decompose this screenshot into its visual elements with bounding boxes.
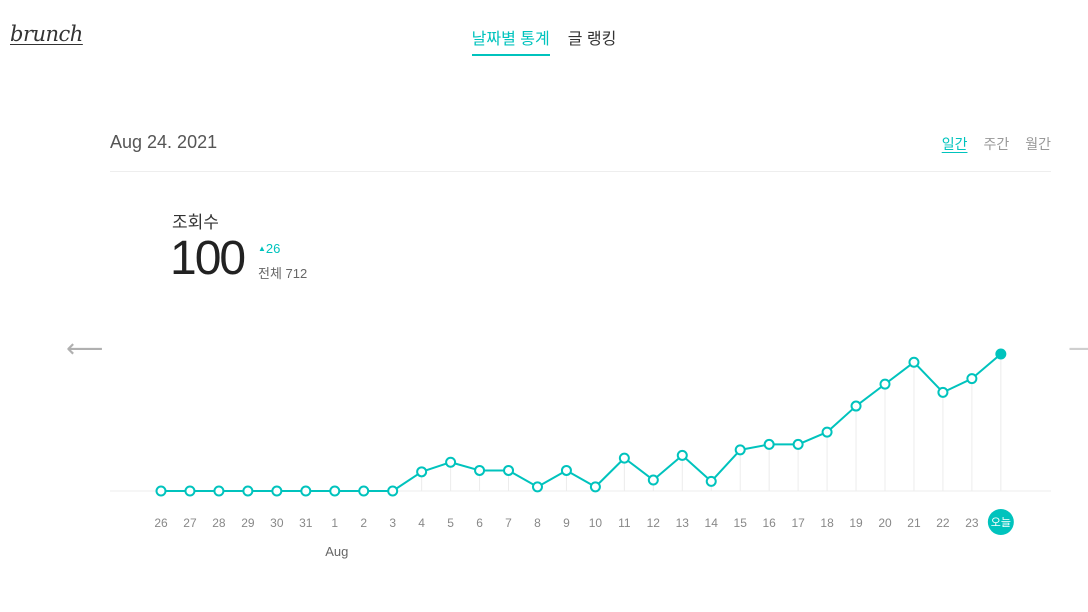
x-tick-label: 22 bbox=[936, 516, 950, 530]
chart-point[interactable] bbox=[387, 485, 399, 497]
x-tick-label: 18 bbox=[820, 516, 834, 530]
chart-point[interactable] bbox=[647, 474, 659, 486]
x-tick-label: 26 bbox=[154, 516, 168, 530]
chart-point[interactable] bbox=[155, 485, 167, 497]
arrow-left-icon[interactable]: ⟵ bbox=[66, 333, 104, 363]
date-header: Aug 24. 2021 일간 주간 월간 bbox=[110, 132, 1051, 172]
chart-point[interactable] bbox=[792, 438, 804, 450]
x-tick-label: 27 bbox=[183, 516, 197, 530]
chart-point[interactable] bbox=[329, 485, 341, 497]
chart-point[interactable] bbox=[705, 475, 717, 487]
triangle-up-icon: ▲ bbox=[258, 244, 266, 253]
x-tick-label: 17 bbox=[791, 516, 805, 530]
metric-change: ▲26 bbox=[258, 241, 280, 256]
arrow-right-icon[interactable]: ⟶ bbox=[1068, 333, 1088, 363]
x-tick-label: 10 bbox=[589, 516, 603, 530]
x-tick-label: 9 bbox=[563, 516, 570, 530]
chart-point[interactable] bbox=[271, 485, 283, 497]
x-tick-label: 1 bbox=[331, 516, 338, 530]
chart-point[interactable] bbox=[676, 449, 688, 461]
current-date: Aug 24. 2021 bbox=[110, 132, 218, 152]
chart-point[interactable] bbox=[531, 481, 543, 493]
x-tick-label: 29 bbox=[241, 516, 255, 530]
x-tick-label: 20 bbox=[878, 516, 892, 530]
metric-label: 조회수 bbox=[172, 213, 219, 232]
period-tab-bar: 일간 주간 월간 bbox=[942, 134, 1051, 154]
x-tick-label: 23 bbox=[965, 516, 979, 530]
x-tick-label: 16 bbox=[762, 516, 776, 530]
x-tick-label: 8 bbox=[534, 516, 541, 530]
x-tick-label: 3 bbox=[389, 516, 396, 530]
chart-point[interactable] bbox=[763, 438, 775, 450]
x-tick-label: 11 bbox=[618, 516, 631, 530]
tab-daily-stats[interactable]: 날짜별 통계 bbox=[471, 25, 550, 56]
chart-point[interactable] bbox=[213, 485, 225, 497]
chart-point[interactable] bbox=[821, 426, 833, 438]
chart-point[interactable] bbox=[966, 373, 978, 385]
x-tick-label: 28 bbox=[212, 516, 226, 530]
chart-point[interactable] bbox=[503, 464, 515, 476]
chart-point[interactable] bbox=[358, 485, 370, 497]
chart-point[interactable] bbox=[560, 464, 572, 476]
x-tick-label: 5 bbox=[447, 516, 454, 530]
x-tick-label-today: 오늘 bbox=[991, 516, 1011, 529]
x-tick-label: 19 bbox=[849, 516, 863, 530]
metric-change-value: 26 bbox=[265, 241, 281, 256]
chart-point[interactable] bbox=[995, 348, 1007, 360]
chart-point[interactable] bbox=[184, 485, 196, 497]
today-badge bbox=[987, 509, 1014, 535]
chart-point[interactable] bbox=[908, 356, 920, 368]
chart-point[interactable] bbox=[300, 485, 312, 497]
tab-post-ranking[interactable]: 글 랭킹 bbox=[567, 31, 617, 48]
brunch-logo[interactable]: brunch bbox=[10, 22, 83, 46]
x-tick-label: 7 bbox=[505, 516, 512, 530]
chart-point[interactable] bbox=[850, 400, 862, 412]
x-tick-label: 13 bbox=[676, 516, 690, 530]
x-tick-label: 15 bbox=[734, 516, 748, 530]
x-tick-label: 14 bbox=[705, 516, 719, 530]
x-tick-label: 31 bbox=[299, 516, 313, 530]
tab-daily[interactable]: 일간 bbox=[941, 136, 968, 152]
x-tick-label: 21 bbox=[907, 516, 921, 530]
chart-point[interactable] bbox=[618, 452, 630, 464]
tab-weekly[interactable]: 주간 bbox=[983, 136, 1010, 152]
chart-point[interactable] bbox=[937, 386, 949, 398]
x-tick-label: 2 bbox=[360, 516, 367, 530]
chart-point[interactable] bbox=[589, 481, 601, 493]
x-tick-label: 4 bbox=[418, 516, 425, 530]
metric-total: 전체 712 bbox=[258, 266, 308, 281]
metric-value: 100 bbox=[170, 232, 246, 285]
month-label: Aug bbox=[325, 544, 348, 559]
chart-point[interactable] bbox=[242, 485, 254, 497]
x-tick-label: 6 bbox=[476, 516, 483, 530]
x-tick-label: 30 bbox=[270, 516, 284, 530]
chart-point[interactable] bbox=[734, 444, 746, 456]
chart-point[interactable] bbox=[416, 466, 428, 478]
x-tick-label: 12 bbox=[647, 516, 661, 530]
tab-monthly[interactable]: 월간 bbox=[1025, 136, 1051, 152]
chart-point[interactable] bbox=[445, 456, 457, 468]
chart-point[interactable] bbox=[474, 464, 486, 476]
top-tab-bar: 날짜별 통계 글 랭킹 bbox=[0, 25, 1088, 56]
chart-series-line bbox=[161, 353, 1002, 492]
chart-point[interactable] bbox=[879, 378, 891, 390]
